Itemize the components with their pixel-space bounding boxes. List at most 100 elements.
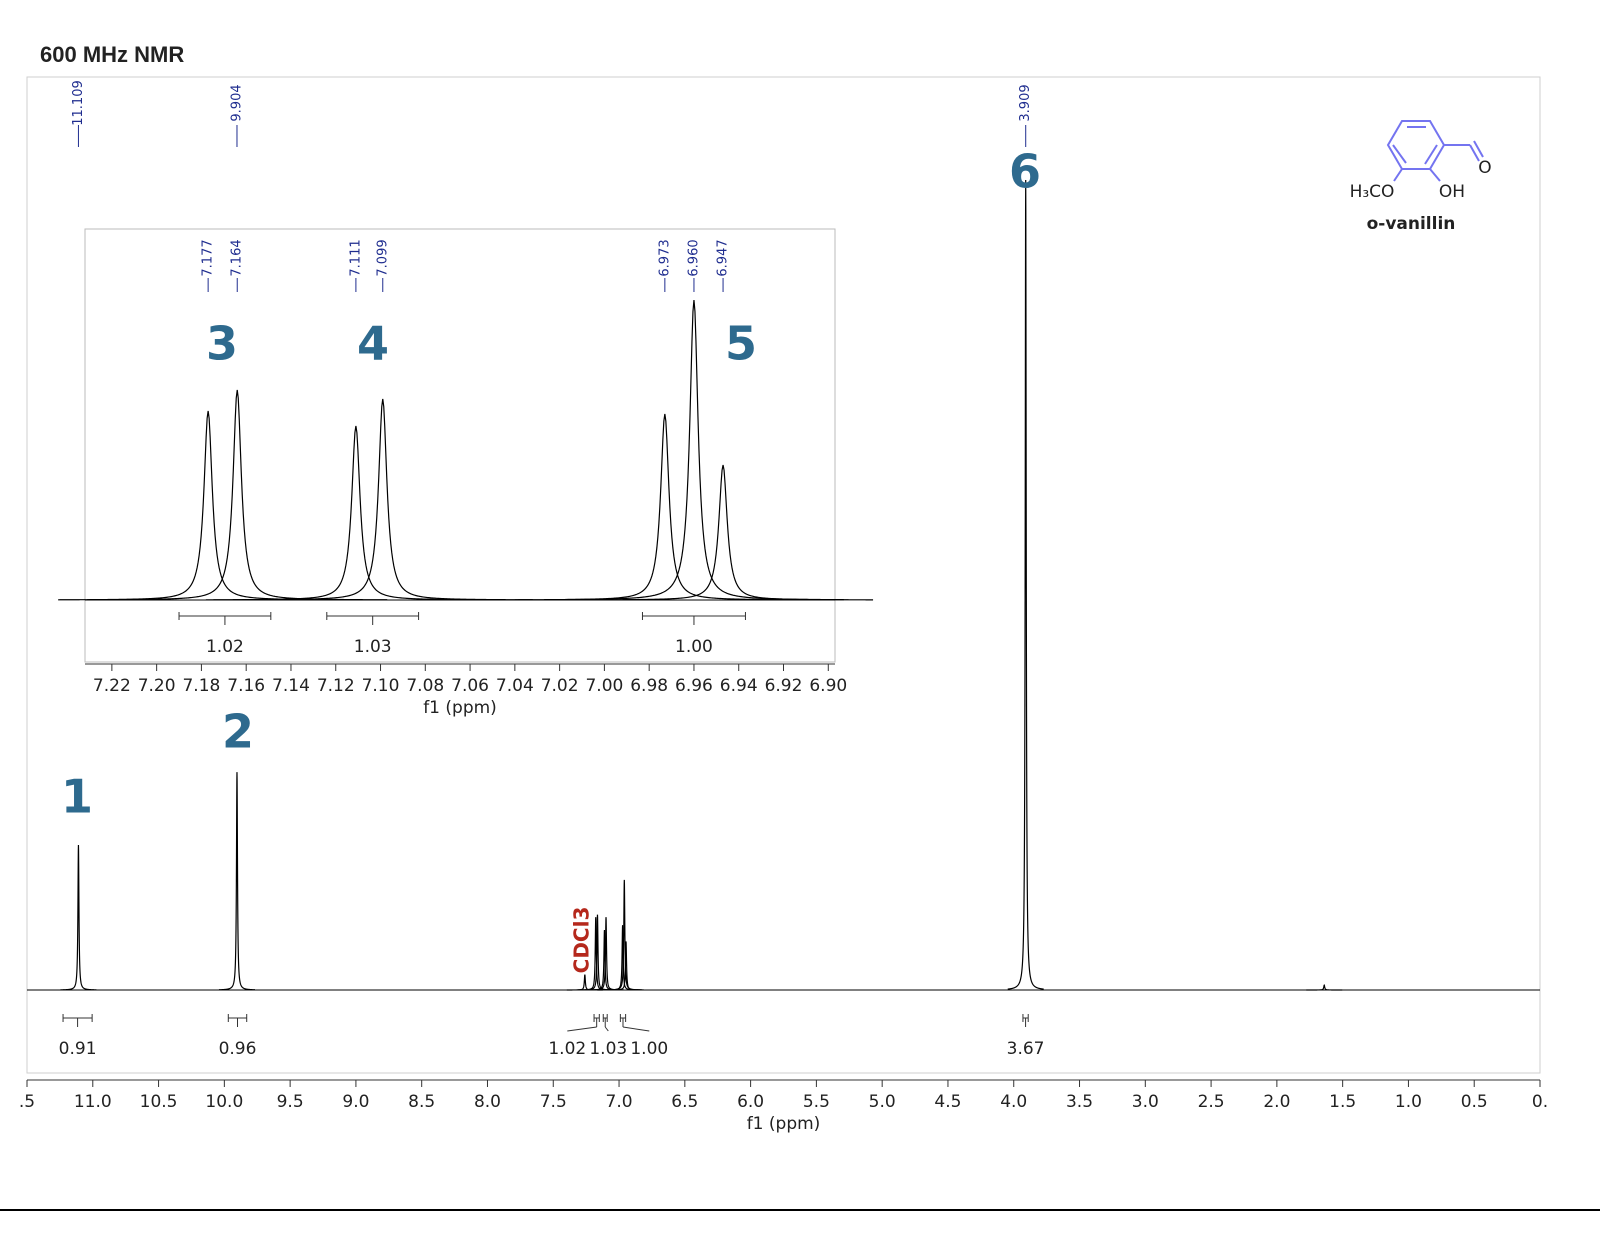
x-tick-label: 5.0 (869, 1092, 896, 1112)
integral-bracket (178, 612, 272, 625)
group-label: O (1478, 158, 1491, 178)
integral-label: 1.03 (589, 1039, 627, 1059)
peak-number: 5 (725, 317, 757, 371)
bond (1424, 144, 1438, 165)
peak-number: 1 (61, 770, 93, 824)
group-label: H₃CO (1350, 182, 1395, 202)
structure (1386, 120, 1484, 182)
integral-label: 1.00 (675, 637, 713, 657)
x-tick-label: 7.00 (585, 676, 623, 696)
peak-number: 4 (357, 317, 389, 371)
bond (1429, 168, 1441, 182)
x-tick-label: 7.20 (138, 676, 176, 696)
x-tick-label: 6.94 (720, 676, 758, 696)
title: 600 MHz NMR (40, 42, 184, 67)
x-tick-label: 6.92 (765, 676, 803, 696)
peak-label: 7.164 (230, 239, 245, 276)
peak (608, 941, 645, 991)
x-tick-label: 11.0 (74, 1092, 112, 1112)
x-tick-label: 9.0 (342, 1092, 369, 1112)
x-tick-label: 1.5 (1329, 1092, 1356, 1112)
x-tick-label: 10.0 (205, 1092, 243, 1112)
peak-label: 9.904 (229, 84, 244, 121)
peak (87, 389, 388, 601)
integral-leader (567, 1026, 597, 1032)
peak-number: 6 (1009, 145, 1041, 199)
x-axis-label: f1 (ppm) (747, 1114, 821, 1134)
x-tick-label: 3.5 (1066, 1092, 1093, 1112)
x-tick-label: 5.5 (803, 1092, 830, 1112)
x-tick-label: 9.5 (277, 1092, 304, 1112)
integral-label: 0.91 (59, 1039, 97, 1059)
x-tick-label: 7.14 (272, 676, 310, 696)
x-tick-label: 6.98 (630, 676, 668, 696)
x-tick-label: 6.5 (671, 1092, 698, 1112)
peak-label: 7.099 (375, 239, 390, 276)
integral-bracket (62, 1014, 93, 1027)
integral-label: 1.02 (548, 1039, 586, 1059)
peak-number: 2 (222, 705, 254, 759)
integral-bracket (1022, 1014, 1029, 1027)
x-tick-label: 0. (1532, 1092, 1548, 1112)
bond (1473, 140, 1484, 158)
x-tick-label: 7.18 (182, 676, 220, 696)
x-tick-label: 7.02 (541, 676, 579, 696)
integral-bracket (326, 612, 420, 625)
x-tick-label: 7.08 (406, 676, 444, 696)
x-tick-label: 7.10 (362, 676, 400, 696)
x-tick-label: 4.5 (934, 1092, 961, 1112)
x-tick-label: 7.16 (227, 676, 265, 696)
x-tick-label: 1.0 (1395, 1092, 1422, 1112)
peak-label: 6.973 (657, 239, 672, 276)
peak-label: 7.177 (201, 239, 216, 276)
x-axis-label: f1 (ppm) (423, 698, 497, 718)
x-tick-label: 3.0 (1132, 1092, 1159, 1112)
solvent-label: CDCl3 (570, 907, 594, 974)
x-tick-label: 6.90 (809, 676, 847, 696)
peak (1306, 984, 1343, 991)
integral-label: 3.67 (1007, 1039, 1045, 1059)
x-tick-label: 7.04 (496, 676, 534, 696)
x-tick-label: 8.5 (408, 1092, 435, 1112)
bond (1392, 144, 1407, 164)
group-label: OH (1439, 182, 1465, 202)
x-tick-label: 6.96 (675, 676, 713, 696)
x-tick-label: 4.0 (1000, 1092, 1027, 1112)
peak (60, 844, 97, 991)
integral-label: 1.02 (206, 637, 244, 657)
peak-label: 6.960 (686, 239, 701, 276)
x-tick-label: 6.0 (737, 1092, 764, 1112)
integral-label: 1.00 (630, 1039, 668, 1059)
peak-label: 7.111 (348, 239, 363, 276)
bond (1393, 168, 1403, 182)
peak-label: 11.109 (71, 80, 86, 126)
x-tick-label: .5 (19, 1092, 35, 1112)
bond (1469, 144, 1480, 162)
integral-bracket (619, 1014, 627, 1027)
x-tick-label: 7.06 (451, 676, 489, 696)
x-tick-label: 7.5 (540, 1092, 567, 1112)
compound-name: o-vanillin (1367, 214, 1456, 234)
peak-number: 3 (206, 317, 238, 371)
peak (232, 398, 533, 601)
peak-label: 6.947 (716, 239, 731, 276)
x-tick-label: 7.0 (606, 1092, 633, 1112)
integral-label: 1.03 (354, 637, 392, 657)
integral-label: 0.96 (219, 1039, 257, 1059)
peak (218, 772, 256, 991)
integral-bracket (227, 1014, 248, 1027)
x-tick-label: 10.5 (140, 1092, 178, 1112)
x-tick-label: 7.22 (93, 676, 131, 696)
x-tick-label: 0.5 (1461, 1092, 1488, 1112)
integral-leader (604, 1026, 609, 1032)
x-tick-label: 2.5 (1198, 1092, 1225, 1112)
peak-label: 3.909 (1018, 84, 1033, 121)
peak (1007, 179, 1044, 990)
peak (573, 464, 874, 601)
plot-frame (26, 76, 1541, 1074)
x-tick-label: 2.0 (1263, 1092, 1290, 1112)
integral-bracket (602, 1014, 608, 1027)
x-tick-label: 7.12 (317, 676, 355, 696)
x-tick-label: 8.0 (474, 1092, 501, 1112)
